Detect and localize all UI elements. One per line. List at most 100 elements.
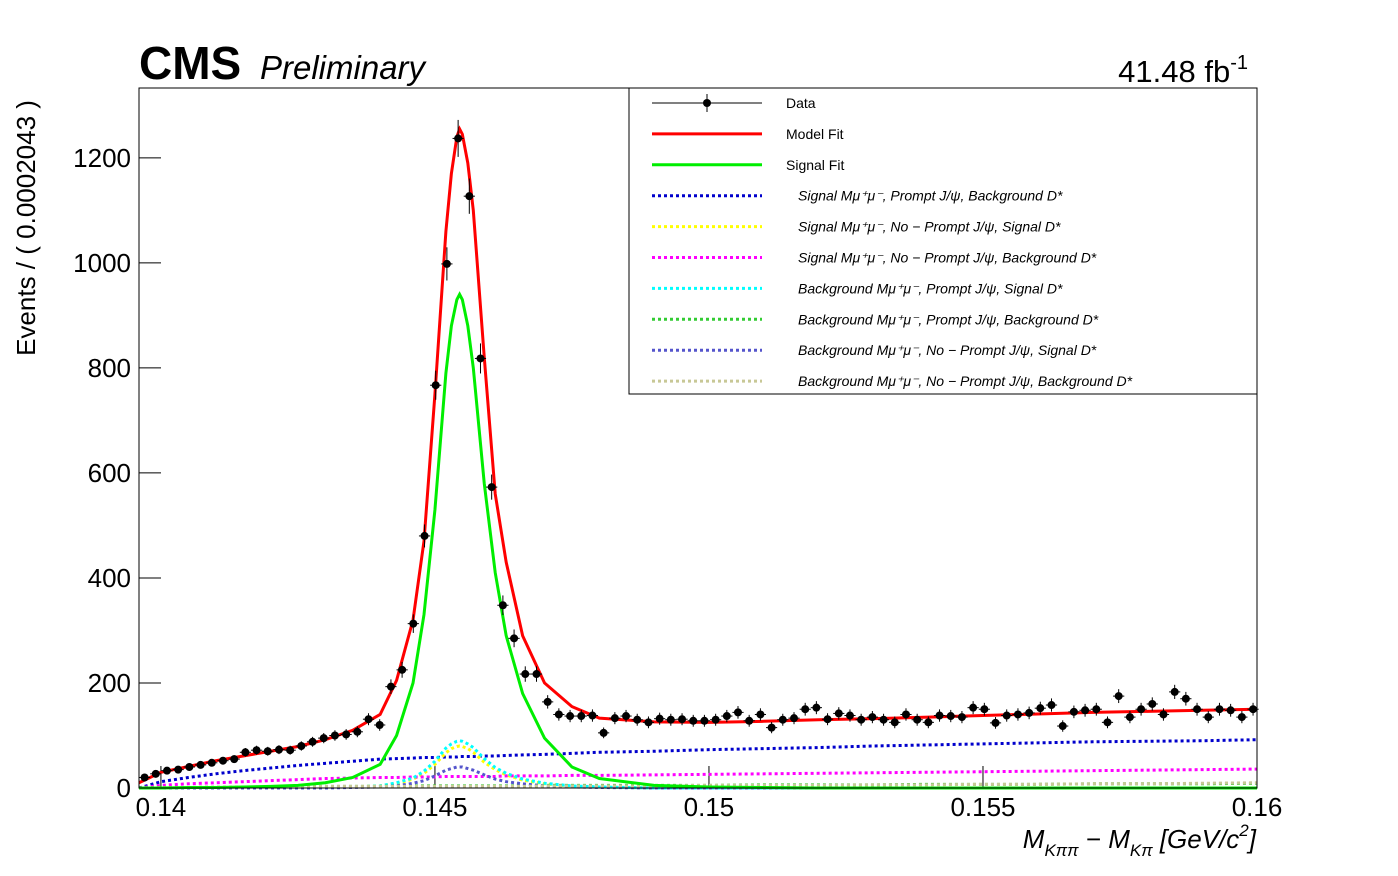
data-point: [778, 715, 787, 724]
data-point: [913, 715, 922, 724]
legend: Data Model Fit Signal Fit Signal Mμ⁺μ⁻, Pro…: [628, 87, 1258, 395]
data-point: [644, 718, 653, 727]
luminosity-value: 41.48 fb: [1118, 54, 1230, 89]
data-point: [957, 713, 966, 722]
data-point: [890, 718, 899, 727]
data-point: [969, 703, 978, 712]
data-point: [140, 773, 149, 782]
data-point: [980, 705, 989, 714]
data-point: [442, 259, 451, 268]
data-point: [901, 710, 910, 719]
data-point: [1025, 708, 1034, 717]
data-point: [431, 381, 440, 390]
data-point: [868, 713, 877, 722]
data-point: [1047, 701, 1056, 710]
data-point: [722, 712, 731, 721]
data-point: [1159, 710, 1168, 719]
data-point: [465, 192, 474, 201]
data-point: [1170, 687, 1179, 696]
data-point: [845, 711, 854, 720]
data-point: [655, 714, 664, 723]
data-point: [409, 619, 418, 628]
data-point: [1092, 705, 1101, 714]
data-point: [1226, 706, 1235, 715]
data-point: [1013, 710, 1022, 719]
data-point: [532, 670, 541, 679]
data-point: [196, 760, 205, 769]
data-point: [510, 634, 519, 643]
data-point: [1148, 699, 1157, 708]
legend-label: Signal Fit: [786, 157, 844, 173]
data-point: [924, 718, 933, 727]
data-point: [711, 715, 720, 724]
data-point: [610, 714, 619, 723]
x-axis-title-part: [GeV/c: [1153, 824, 1240, 854]
data-point: [1249, 705, 1258, 714]
data-point: [790, 714, 799, 723]
data-point: [1215, 705, 1224, 714]
data-point: [1181, 694, 1190, 703]
data-point: [297, 741, 306, 750]
data-point: [834, 709, 843, 718]
data-point: [666, 715, 675, 724]
x-axis-title-part: Kπ: [1130, 841, 1153, 860]
luminosity-exponent: -1: [1230, 52, 1248, 74]
data-point: [386, 682, 395, 691]
y-axis-title: Events / ( 0.0002043 ): [11, 100, 41, 356]
data-point: [622, 712, 631, 721]
x-axis-title-part: M: [1023, 824, 1045, 854]
data-point: [689, 716, 698, 725]
y-tick-label: 1000: [73, 248, 131, 278]
x-axis-title-part: Kππ: [1044, 841, 1079, 860]
legend-label: Signal Mμ⁺μ⁻, Prompt J/ψ, Background D*: [798, 188, 1063, 204]
x-tick-label: 0.145: [402, 792, 467, 822]
data-point: [946, 712, 955, 721]
x-axis-title-part: − M: [1079, 824, 1131, 854]
data-point: [734, 708, 743, 717]
fit-curve: [139, 744, 1257, 790]
y-tick-label: 400: [88, 563, 131, 593]
data-point: [521, 670, 530, 679]
data-point: [151, 769, 160, 778]
legend-label: Background Mμ⁺μ⁻, Prompt J/ψ, Background…: [798, 311, 1099, 327]
data-point: [375, 720, 384, 729]
x-tick-label: 0.15: [684, 792, 735, 822]
legend-label: Data: [786, 95, 816, 111]
x-tick-label: 0.155: [950, 792, 1015, 822]
data-point: [308, 737, 317, 746]
x-axis-title: MKππ − MKπ [GeV/c2]: [1023, 821, 1257, 860]
data-point: [263, 747, 272, 756]
data-point: [286, 746, 295, 755]
luminosity: 41.48 fb-1: [1118, 52, 1248, 89]
data-point: [543, 697, 552, 706]
data-point: [1036, 704, 1045, 713]
data-point: [678, 715, 687, 724]
data-point: [1114, 692, 1123, 701]
status: Preliminary: [260, 49, 428, 86]
data-point: [1002, 711, 1011, 720]
legend-label: Background Mμ⁺μ⁻, No − Prompt J/ψ, Backg…: [798, 373, 1133, 389]
fit-curve: [138, 767, 1258, 790]
data-point: [633, 715, 642, 724]
fit-curve: [138, 781, 1258, 790]
plot-area: 0 200 400 600 800 1000 1200 0.14 0.145 0.15 0.155 0…: [73, 119, 1282, 822]
x-tick-label: 0.14: [136, 792, 187, 822]
data-point: [207, 758, 216, 767]
data-point: [756, 710, 765, 719]
legend-box: [628, 87, 1258, 395]
data-point: [163, 766, 172, 775]
data-point: [554, 710, 563, 719]
data-point: [230, 755, 239, 764]
data-point: [577, 712, 586, 721]
data-point: [879, 715, 888, 724]
data-point: [1137, 705, 1146, 714]
data-point: [319, 734, 328, 743]
data-point: [454, 134, 463, 143]
data-point: [185, 762, 194, 771]
data-point: [342, 730, 351, 739]
data-point: [353, 727, 362, 736]
data-point: [935, 711, 944, 720]
data-point: [745, 716, 754, 725]
legend-label: Model Fit: [786, 126, 844, 142]
